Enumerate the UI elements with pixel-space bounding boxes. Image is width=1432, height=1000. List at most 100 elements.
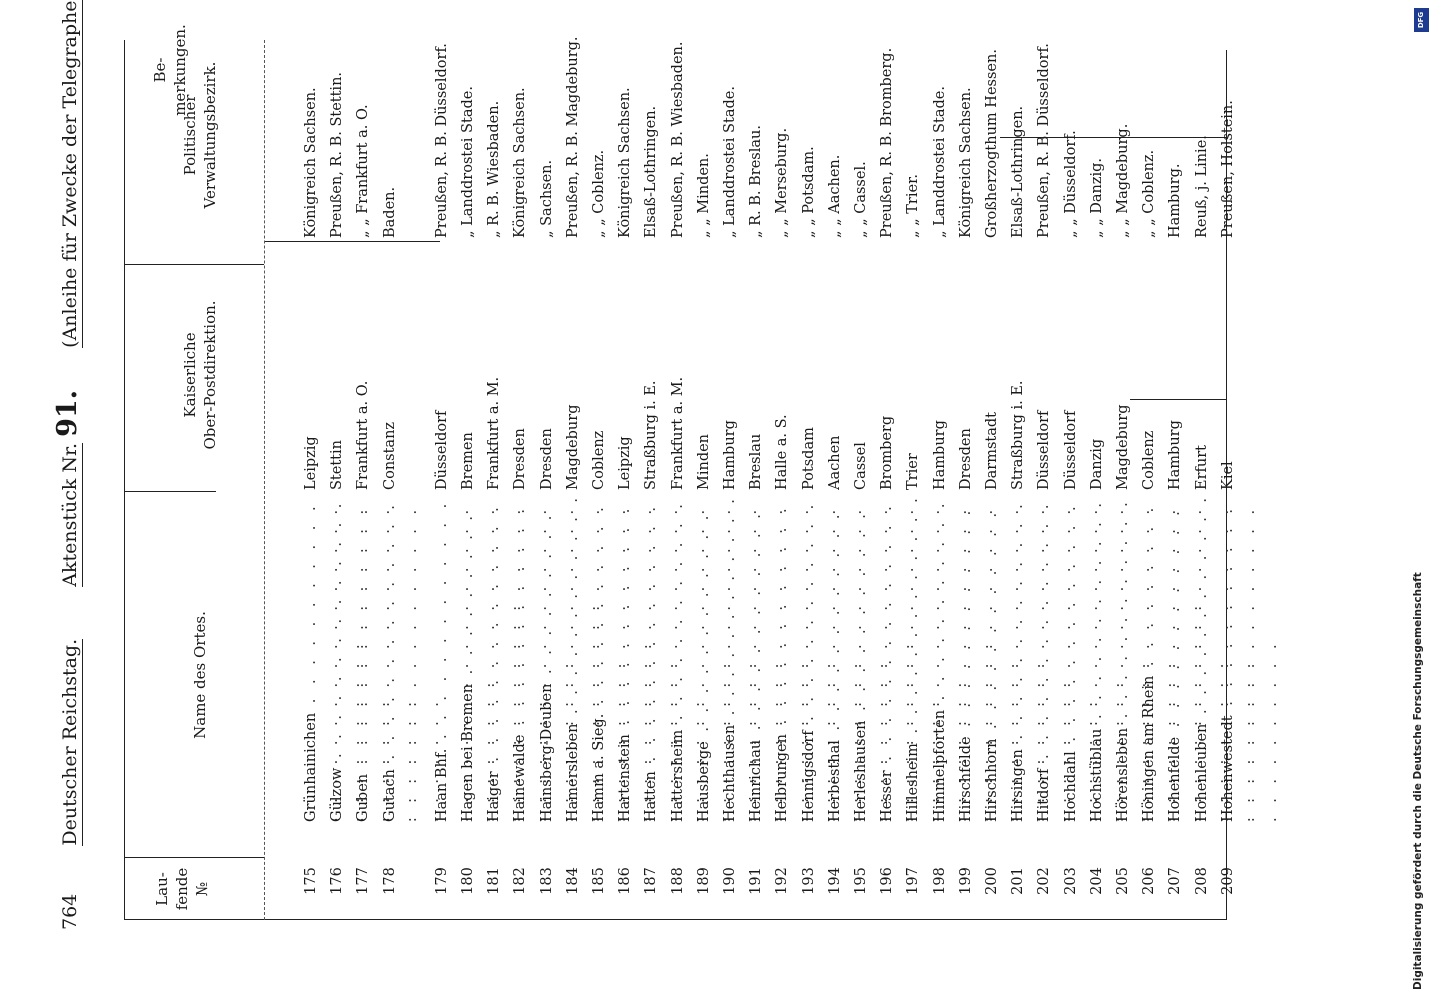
column-header-opd-line: Kaiserliche: [181, 332, 199, 418]
column-header-remarks-line: merkungen.: [171, 24, 189, 116]
column-header-opd: Kaiserliche Ober-Postdirektion.: [180, 270, 220, 480]
row-post-directorate: Düsseldorf: [1036, 410, 1053, 490]
row-admin-district: Hamburg.: [1167, 163, 1184, 238]
row-number: 200: [984, 867, 1000, 895]
table-row: 177 Guben . . . . . . . . . . . . . . . .…: [352, 0, 415, 1000]
row-admin-district: Preußen, Holstein.: [1219, 100, 1236, 238]
row-number: 196: [879, 867, 896, 895]
running-header: 764 Deutscher Reichstag. Aktenstück Nr. …: [52, 0, 83, 930]
row-place-text: Himmelpforten: [931, 709, 948, 822]
row-post-directorate: Erfurt: [1193, 445, 1210, 490]
table-row: 208 Hohenleuben . . . . . . . . . . . . .…: [1191, 0, 1254, 1000]
table-row: 186 Hartenstein . . . . . . . . . . . . .…: [614, 0, 677, 1000]
table-row: 203 Hochdahl . . . . . . . . . . . . . . …: [1060, 0, 1123, 1000]
table-row: 178 Gutach . . . . . . . . . . . . . . . …: [379, 0, 442, 1000]
row-admin-district: Baden.: [381, 186, 398, 238]
table-row: 189 Hausberge . . . . . . . . . . . . . .…: [693, 0, 756, 1000]
column-header-opd-line: Ober-Postdirektion.: [201, 300, 219, 450]
column-header-remarks: Be- merkungen.: [150, 10, 190, 130]
table-row: 190 Hechthausen . . . . . . . . . . . . .…: [719, 0, 782, 1000]
row-post-directorate: Leipzig: [303, 436, 319, 490]
table-row: 181 Haiger . . . . . . . . . . . . . . . …: [483, 0, 546, 1000]
row-place-text: Herleshausen: [853, 720, 869, 823]
row-post-directorate: Magdeburg: [564, 404, 581, 490]
row-post-directorate: Düsseldorf: [433, 410, 450, 490]
column-header-remarks-line: Be-: [151, 57, 169, 83]
row-admin-district: „ Landdrostei Stade.: [931, 86, 948, 238]
row-number: 178: [381, 867, 398, 895]
page-number: 764: [59, 893, 81, 930]
table-row: 207 Hohenfelde . . . . . . . . . . . . . …: [1164, 0, 1227, 1000]
row-admin-district: „ „ Minden.: [695, 153, 712, 238]
row-number: 186: [617, 867, 634, 895]
dfg-logo-text: DFG: [1417, 11, 1426, 29]
row-post-directorate: Bremen: [460, 432, 476, 490]
table-row: 205 Hörensleben . . . . . . . . . . . . .…: [1112, 0, 1175, 1000]
row-number: 185: [591, 867, 607, 895]
table-row: 201 Hirsingen . . . . . . . . . . . . . .…: [1007, 0, 1070, 1000]
row-admin-district: Preußen, R. B. Düsseldorf.: [1036, 43, 1053, 238]
row-post-directorate: Coblenz: [591, 430, 607, 490]
row-number: 201: [1010, 867, 1027, 895]
table-row: 195 Herleshausen . . . . . . . . . . . . …: [850, 0, 913, 1000]
row-post-directorate: Kiel: [1219, 461, 1236, 490]
row-number: 199: [957, 867, 974, 895]
table-row: 198 Himmelpforten . . . . . . . . . . . .…: [929, 0, 992, 1000]
row-place-text: Hohenfelde: [1167, 736, 1184, 822]
table-row: 202 Hitdorf . . . . . . . . . . . . . . .…: [1033, 0, 1096, 1000]
row-post-directorate: Straßburg i. E.: [643, 380, 660, 490]
document-label: Aktenstück Nr.: [59, 442, 83, 587]
row-number: 181: [486, 867, 503, 895]
table-row: 187 Hatten . . . . . . . . . . . . . . . …: [640, 0, 703, 1000]
row-admin-district: Preußen, R. B. Stettin.: [329, 71, 346, 238]
row-admin-district: „ Landdrostei Stade.: [722, 86, 738, 238]
row-admin-district: Preußen, R. B. Düsseldorf.: [433, 43, 450, 238]
row-place-text: Hochdahl: [1062, 751, 1079, 822]
row-admin-district: Preußen, R. B. Wiesbaden.: [669, 41, 686, 239]
row-post-directorate: Aachen: [826, 435, 843, 491]
header-separator-rule: [264, 40, 265, 920]
row-post-directorate: Straßburg i. E.: [1010, 380, 1027, 490]
row-place-text: Hitdorf: [1036, 768, 1053, 822]
row-admin-district: „ „ Coblenz.: [1141, 149, 1158, 238]
dfg-logo: DFG: [1414, 8, 1429, 32]
row-number: 206: [1141, 867, 1158, 895]
row-post-directorate: Frankfurt a. O.: [355, 380, 372, 490]
row-admin-district: „ „ Trier.: [905, 173, 922, 238]
table-row: 176 Gülzow . . . . . . . . . . . . . . . …: [326, 0, 389, 1000]
row-admin-district: „ „ Cassel.: [853, 161, 869, 238]
row-number: 208: [1193, 867, 1210, 895]
row-admin-district: „ R. B. Breslau.: [748, 125, 765, 238]
row-post-directorate: Dresden: [512, 428, 529, 490]
row-place-text: Gutach: [381, 769, 398, 822]
row-place-text: Heinrichau: [748, 739, 765, 822]
row-post-directorate: Hamburg: [722, 420, 738, 490]
row-admin-district: „ „ Danzig.: [1088, 157, 1105, 238]
row-number: 190: [722, 867, 738, 895]
row-number: 197: [905, 867, 922, 895]
row-admin-district: Reuß, j. Linie.: [1193, 135, 1210, 238]
row-place-text: Hagen bei Bremen: [460, 683, 476, 822]
row-place-text: Hainewalde: [512, 734, 529, 822]
col-divider-number: [124, 857, 264, 858]
table-row: 204 Hochstüblau . . . . . . . . . . . . .…: [1086, 0, 1149, 1000]
row-admin-district: Elsaß-Lothringen.: [643, 105, 660, 238]
row-place-text: Hillesheim: [905, 743, 922, 822]
row-admin-district: „ „ Potsdam.: [800, 146, 817, 238]
row-place-text: Herbesthal: [826, 740, 843, 822]
row-post-directorate: Dresden: [957, 428, 974, 490]
row-admin-district: „ Sachsen.: [538, 159, 555, 238]
row-place-text: Hohenleuben: [1193, 723, 1210, 822]
row-place-text: Hirschfelde: [957, 736, 974, 822]
row-post-directorate: Trier: [905, 453, 922, 490]
table-row: 199 Hirschfelde . . . . . . . . . . . . .…: [955, 0, 1018, 1000]
column-header-district-line: Verwaltungsbezirk.: [201, 61, 219, 209]
row-admin-district: „ „ Coblenz.: [591, 149, 607, 238]
table-row: 192 Helbrungen . . . . . . . . . . . . . …: [771, 0, 834, 1000]
column-header-number-line: fende: [173, 867, 191, 911]
row-number: 195: [853, 867, 869, 895]
row-place-text: Hohenwestedt: [1219, 715, 1236, 822]
row-post-directorate: Hamburg: [1167, 420, 1184, 490]
row-admin-district: „ „ Merseburg.: [774, 127, 791, 238]
column-header-number-line: Lau-: [153, 872, 171, 906]
